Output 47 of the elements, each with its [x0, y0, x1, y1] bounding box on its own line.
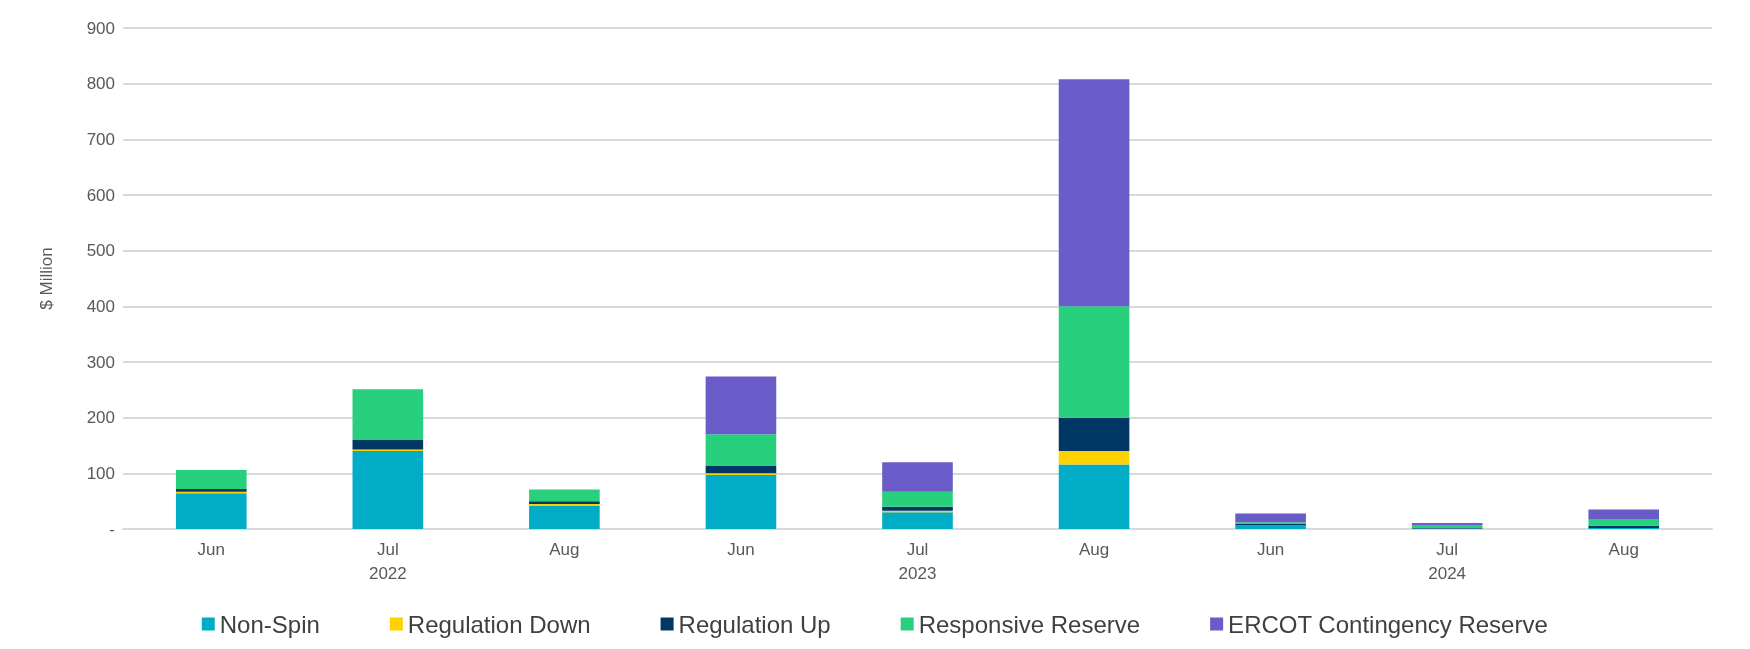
legend-label: Non-Spin [219, 610, 320, 638]
y-tick-label: 600 [86, 185, 115, 205]
bar [1588, 518, 1660, 526]
x-tick-label: Aug [1078, 539, 1110, 559]
y-tick-label: 200 [86, 408, 115, 428]
bar [705, 376, 777, 435]
legend-label: Responsive Reserve [918, 610, 1141, 638]
bar [1235, 513, 1306, 523]
bar [175, 469, 247, 489]
bar [175, 493, 247, 529]
bar [1058, 451, 1130, 465]
bar [1058, 79, 1130, 307]
x-tick-label: Aug [549, 539, 580, 559]
y-tick-label: 700 [86, 129, 115, 149]
y-tick-label: - [109, 519, 115, 539]
bar [529, 505, 600, 529]
y-tick-label: 500 [86, 241, 115, 261]
bar [352, 439, 424, 450]
y-axis-title: $ Million [37, 247, 56, 310]
bar [529, 489, 600, 502]
y-tick-label: 900 [86, 18, 115, 38]
bar [882, 491, 953, 507]
bar [352, 451, 424, 529]
x-tick-label: Jun [727, 539, 755, 559]
y-tick-label: 800 [86, 74, 115, 94]
bar [705, 475, 777, 529]
bar [1058, 464, 1130, 529]
x-tick-label: Aug [1608, 539, 1639, 559]
legend-label: ERCOT Contingency Reserve [1228, 610, 1548, 638]
x-tick-label: Jul 2024 [1428, 539, 1467, 583]
y-tick-label: 300 [86, 352, 115, 372]
y-tick-label: 400 [86, 296, 115, 316]
legend-label: Regulation Up [678, 610, 831, 638]
y-tick-label: 100 [86, 463, 115, 483]
x-tick-label: Jun [197, 539, 225, 559]
legend-label: Regulation Down [407, 610, 591, 638]
bar [352, 389, 424, 440]
bar [882, 506, 953, 511]
x-tick-label: Jul 2022 [368, 539, 407, 583]
x-tick-label: Jun [1256, 539, 1285, 559]
bar [1058, 306, 1130, 418]
bar [882, 462, 953, 492]
bar [705, 434, 777, 466]
bar [1588, 509, 1660, 519]
x-tick-label: Jul 2023 [898, 539, 937, 583]
bar [1058, 417, 1130, 452]
bar [882, 512, 953, 529]
